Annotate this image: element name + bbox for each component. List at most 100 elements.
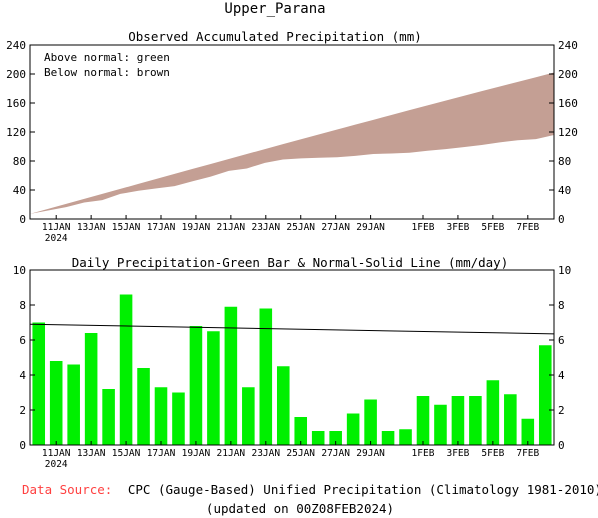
x-tick-label: 13JAN <box>77 448 106 459</box>
y-tick-label-left: 80 <box>13 155 26 168</box>
y-tick-label-left: 10 <box>13 264 26 277</box>
y-tick-label-right: 6 <box>558 334 565 347</box>
daily-precip-bar <box>434 404 447 445</box>
daily-precip-bar <box>172 392 185 445</box>
y-tick-label-left: 4 <box>19 369 26 382</box>
daily-precip-bar <box>189 326 203 445</box>
daily-precip-bar <box>329 431 342 445</box>
normal-precip-line <box>29 323 555 335</box>
below-normal-area <box>30 72 554 214</box>
daily-precip-bar <box>276 366 290 445</box>
data-source-line: Data Source: CPC (Gauge-Based) Unified P… <box>22 482 598 497</box>
accumulated-precip-chart: Observed Accumulated Precipitation (mm) … <box>6 29 578 244</box>
y-tick-label-right: 200 <box>558 68 578 81</box>
daily-precip-bar <box>102 389 115 445</box>
daily-precip-bar <box>84 333 98 445</box>
daily-precip-chart: Daily Precipitation-Green Bar & Normal-S… <box>13 255 572 470</box>
y-tick-label-left: 8 <box>19 299 26 312</box>
daily-precip-bar <box>67 364 80 445</box>
bottom-chart-title: Daily Precipitation-Green Bar & Normal-S… <box>72 255 509 270</box>
y-tick-label-left: 120 <box>6 126 26 139</box>
y-tick-label-left: 40 <box>13 184 26 197</box>
daily-precip-bar <box>224 306 238 445</box>
daily-precip-bar <box>521 418 535 445</box>
daily-precip-bar <box>469 396 482 445</box>
daily-precip-bar <box>119 294 133 445</box>
x-tick-label: 29JAN <box>356 448 385 459</box>
daily-precip-bar <box>486 380 500 445</box>
daily-precip-bar <box>346 413 360 445</box>
x-tick-label: 5FEB <box>481 448 504 459</box>
y-tick-label-right: 160 <box>558 97 578 110</box>
y-tick-label-right: 0 <box>558 213 565 226</box>
daily-precip-bar <box>242 387 255 445</box>
updated-timestamp: (updated on 00Z08FEB2024) <box>206 501 394 516</box>
x-tick-label: 21JAN <box>217 448 246 459</box>
y-tick-label-left: 6 <box>19 334 26 347</box>
y-tick-label-left: 200 <box>6 68 26 81</box>
top-chart-axes: 0 0 40 40 80 80 120 120 160 160 200 200 240 240 11JAN 1… <box>6 39 578 244</box>
top-chart-title: Observed Accumulated Precipitation (mm) <box>128 29 422 44</box>
y-tick-label-right: 120 <box>558 126 578 139</box>
y-tick-label-left: 0 <box>19 439 26 452</box>
daily-precip-bar <box>294 417 308 445</box>
x-tick-label: 3FEB <box>446 222 469 233</box>
bottom-chart-frame <box>29 269 555 446</box>
y-tick-label-right: 8 <box>558 299 565 312</box>
daily-precip-bar <box>504 394 517 445</box>
x-tick-label: 1FEB <box>412 448 435 459</box>
daily-precip-bar <box>259 308 273 445</box>
x-tick-label: 1FEB <box>412 222 435 233</box>
x-tick-label: 29JAN <box>356 222 385 233</box>
bottom-chart-plot-area <box>29 294 555 445</box>
y-tick-label-right: 40 <box>558 184 571 197</box>
daily-precip-bar <box>364 399 377 445</box>
daily-precip-bar <box>154 387 168 445</box>
y-tick-label-right: 2 <box>558 404 565 417</box>
bottom-chart-axes: 0 0 2 2 4 4 6 6 8 8 10 10 11JAN 13JAN 15JAN 17JAN 19JAN 2… <box>13 264 572 470</box>
x-tick-label: 25JAN <box>286 222 315 233</box>
y-tick-label-right: 0 <box>558 439 565 452</box>
x-tick-label: 13JAN <box>77 222 106 233</box>
daily-precip-bar <box>416 396 430 445</box>
daily-precip-bar <box>399 429 412 445</box>
x-tick-label: 19JAN <box>182 222 211 233</box>
daily-precip-bar <box>207 331 220 445</box>
y-tick-label-left: 2 <box>19 404 26 417</box>
main-title: Upper_Parana <box>224 1 325 17</box>
x-year-label: 2024 <box>45 459 68 470</box>
y-tick-label-left: 160 <box>6 97 26 110</box>
x-tick-label: 17JAN <box>147 222 176 233</box>
x-tick-label: 27JAN <box>321 448 350 459</box>
daily-precip-bar <box>311 431 325 445</box>
x-tick-label: 7FEB <box>516 222 539 233</box>
y-tick-label-right: 10 <box>558 264 571 277</box>
x-tick-label: 17JAN <box>147 448 176 459</box>
y-tick-label-right: 80 <box>558 155 571 168</box>
daily-precip-bar <box>381 431 395 445</box>
x-tick-label: 23JAN <box>251 448 280 459</box>
y-tick-label-right: 4 <box>558 369 565 382</box>
daily-precip-bar <box>32 322 46 445</box>
data-source-text: CPC (Gauge-Based) Unified Precipitation … <box>128 482 598 497</box>
x-tick-label: 15JAN <box>112 222 141 233</box>
x-tick-label: 23JAN <box>251 222 280 233</box>
top-chart-plot-area <box>30 72 554 214</box>
daily-precip-bar <box>538 345 552 445</box>
x-tick-label: 19JAN <box>182 448 211 459</box>
x-tick-label: 5FEB <box>481 222 504 233</box>
y-tick-label-left: 240 <box>6 39 26 52</box>
x-tick-label: 25JAN <box>286 448 315 459</box>
x-tick-label: 27JAN <box>321 222 350 233</box>
x-tick-label: 3FEB <box>446 448 469 459</box>
daily-precip-bar <box>451 396 465 445</box>
x-tick-label: 21JAN <box>217 222 246 233</box>
daily-precip-bar <box>137 368 150 445</box>
data-source-label: Data Source: <box>22 482 112 497</box>
y-tick-label-right: 240 <box>558 39 578 52</box>
x-tick-label: 15JAN <box>112 448 141 459</box>
x-tick-label: 7FEB <box>516 448 539 459</box>
legend-above-normal: Above normal: green <box>44 51 170 64</box>
x-tick-label: 11JAN <box>42 448 71 459</box>
